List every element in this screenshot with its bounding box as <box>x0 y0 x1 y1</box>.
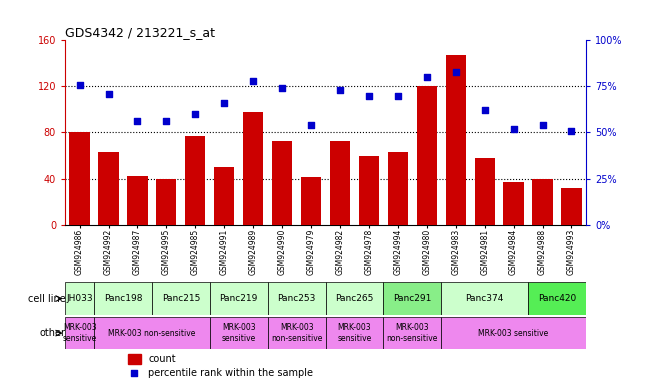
Bar <box>533 179 553 225</box>
Bar <box>128 176 148 225</box>
Text: Panc265: Panc265 <box>335 294 374 303</box>
Text: Panc420: Panc420 <box>538 294 576 303</box>
Text: Panc291: Panc291 <box>393 294 432 303</box>
Bar <box>268 282 326 315</box>
Point <box>129 370 139 376</box>
Point <box>104 91 114 97</box>
Point <box>335 87 345 93</box>
Text: Panc219: Panc219 <box>219 294 258 303</box>
Text: MRK-003 sensitive: MRK-003 sensitive <box>478 329 549 338</box>
Bar <box>65 317 94 349</box>
Text: percentile rank within the sample: percentile rank within the sample <box>148 368 313 378</box>
Bar <box>185 136 206 225</box>
Text: Panc374: Panc374 <box>465 294 504 303</box>
Bar <box>301 177 321 225</box>
Bar <box>388 152 408 225</box>
Bar <box>243 112 263 225</box>
Bar <box>268 317 326 349</box>
Text: Panc215: Panc215 <box>161 294 200 303</box>
Bar <box>441 317 586 349</box>
Point <box>161 118 172 124</box>
Bar <box>417 86 437 225</box>
Bar <box>503 182 523 225</box>
Point <box>277 85 287 91</box>
Bar <box>94 317 210 349</box>
Point <box>537 122 547 128</box>
Bar <box>445 55 466 225</box>
Text: MRK-003
sensitive: MRK-003 sensitive <box>62 323 97 343</box>
Point <box>219 100 229 106</box>
Point <box>450 69 461 75</box>
Bar <box>383 282 441 315</box>
Text: Panc253: Panc253 <box>277 294 316 303</box>
Text: MRK-003
sensitive: MRK-003 sensitive <box>221 323 256 343</box>
Text: count: count <box>148 354 176 364</box>
Bar <box>65 282 94 315</box>
Text: MRK-003 non-sensitive: MRK-003 non-sensitive <box>108 329 195 338</box>
Bar <box>441 282 528 315</box>
Text: MRK-003
sensitive: MRK-003 sensitive <box>337 323 372 343</box>
Bar <box>330 141 350 225</box>
Bar <box>210 317 268 349</box>
Bar <box>359 156 379 225</box>
Point <box>364 93 374 99</box>
Bar <box>561 188 581 225</box>
Bar <box>326 317 383 349</box>
Bar <box>70 132 90 225</box>
Point <box>508 126 519 132</box>
Bar <box>98 152 118 225</box>
Point <box>248 78 258 84</box>
Point <box>422 74 432 80</box>
Bar <box>214 167 234 225</box>
Text: GDS4342 / 213221_s_at: GDS4342 / 213221_s_at <box>65 26 215 39</box>
Point <box>393 93 403 99</box>
Bar <box>156 179 176 225</box>
Bar <box>475 158 495 225</box>
Bar <box>326 282 383 315</box>
Text: MRK-003
non-sensitive: MRK-003 non-sensitive <box>271 323 322 343</box>
Bar <box>528 282 586 315</box>
Point <box>190 111 201 117</box>
Text: cell line: cell line <box>27 293 65 304</box>
Text: other: other <box>40 328 65 338</box>
Bar <box>383 317 441 349</box>
Bar <box>210 282 268 315</box>
Point <box>132 118 143 124</box>
Bar <box>128 354 141 364</box>
Text: Panc198: Panc198 <box>104 294 142 303</box>
Bar <box>152 282 210 315</box>
Point <box>479 107 490 113</box>
Text: JH033: JH033 <box>66 294 93 303</box>
Point <box>566 127 577 134</box>
Bar <box>94 282 152 315</box>
Point <box>306 122 316 128</box>
Point <box>74 81 85 88</box>
Bar <box>272 141 292 225</box>
Text: MRK-003
non-sensitive: MRK-003 non-sensitive <box>387 323 438 343</box>
